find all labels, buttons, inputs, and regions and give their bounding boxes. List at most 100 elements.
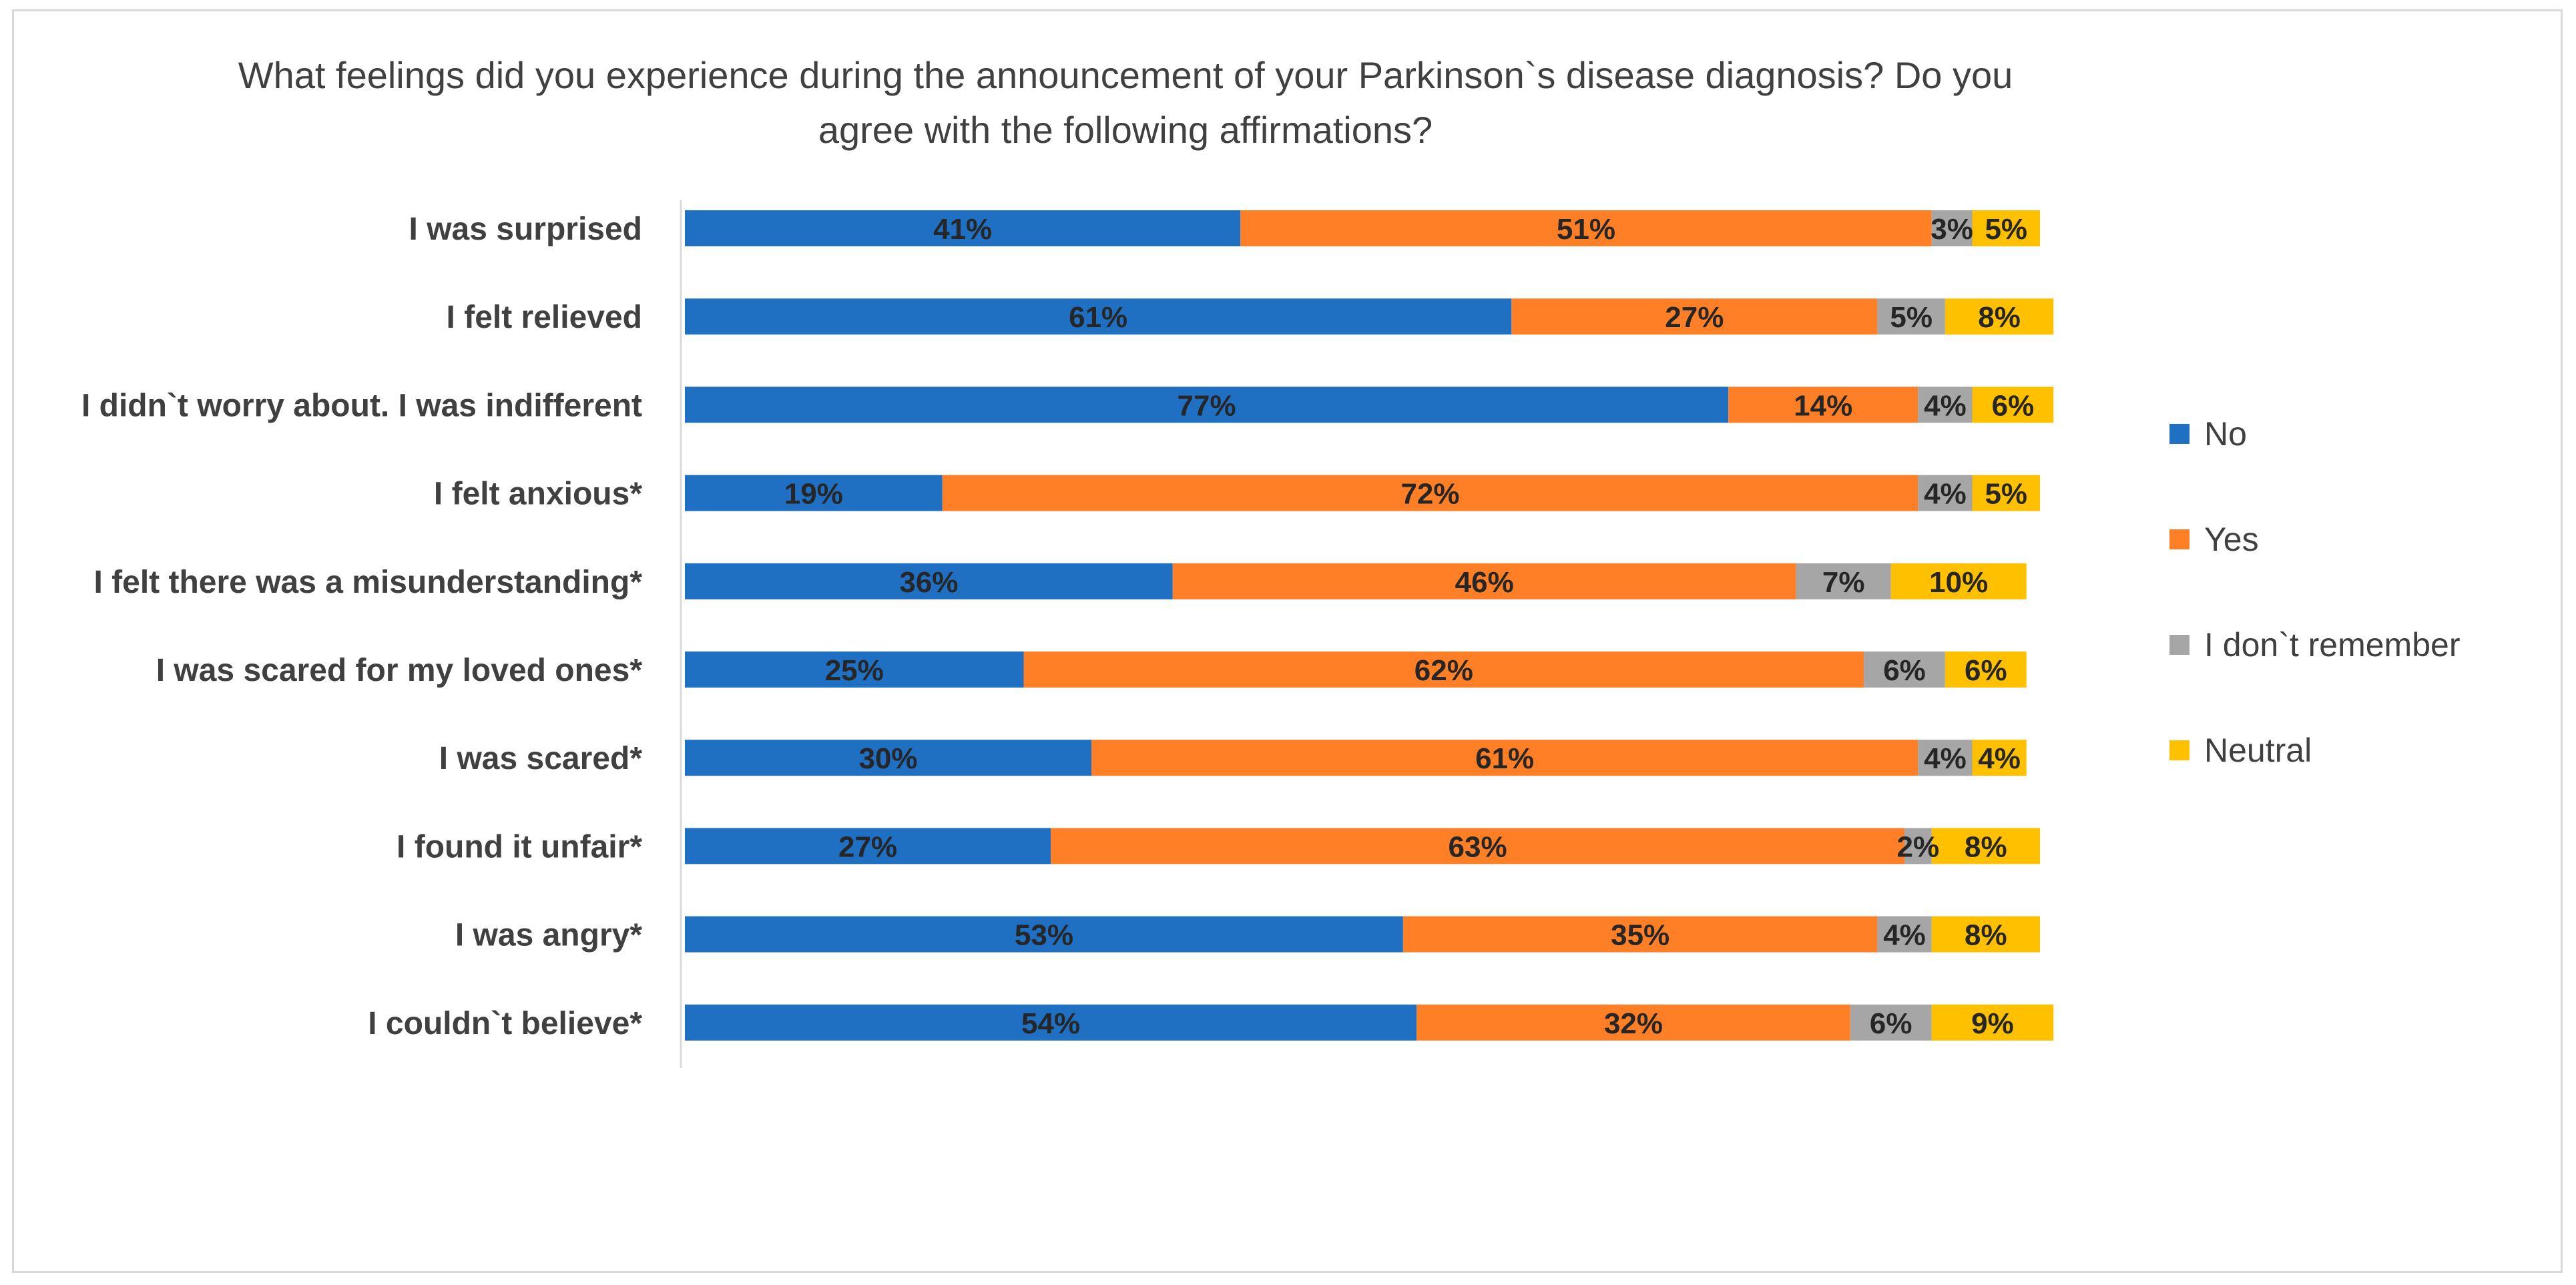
bar-yes-2 [1511,298,1878,335]
legend-label-yes: Yes [2204,521,2259,558]
bar-no-10 [685,1004,1417,1041]
bar-no-5 [685,563,1173,599]
legend-label-no: No [2204,415,2247,453]
category-label-8: I found it unfair* [397,829,642,864]
bar-no-8 [685,828,1051,864]
bar-neutral-9 [1931,916,2040,953]
bar-yes-1 [1240,210,1932,246]
value-label-yes-10: 32% [1604,1007,1663,1040]
value-label-neutral-3: 6% [1992,389,2035,422]
legend-item-yes: Yes [2169,519,2259,559]
bar-yes-5 [1172,563,1796,599]
bar-no-9 [685,916,1403,953]
value-labels: 41% 51% 3% 5% 61% 27% 5% 8% 77% 14% 4% 6% 19% 72% 4% 5%… [784,213,2034,1040]
category-label-3: I didn`t worry about. I was indifferent [81,388,642,423]
bar-neutral-1 [1972,210,2040,246]
bar-yes-3 [1728,387,1918,423]
bar-yes-4 [942,475,1918,511]
value-label-no-2: 61% [1069,301,1127,334]
bar-neutral-2 [1945,298,2054,335]
value-label-neutral-1: 5% [1985,213,2027,246]
category-label-2: I felt relieved [447,300,642,335]
value-label-i-don-t-remember-9: 4% [1883,919,1926,952]
value-label-no-6: 25% [825,654,884,687]
value-label-yes-4: 72% [1400,478,1459,511]
category-label-7: I was scared* [439,741,643,776]
value-label-i-don-t-remember-5: 7% [1822,566,1865,599]
value-label-yes-6: 62% [1414,654,1473,687]
bar-no-4 [685,475,943,511]
bar-neutral-6 [1945,652,2027,688]
legend-swatch-yes [2169,529,2189,549]
value-label-i-don-t-remember-6: 6% [1883,654,1926,687]
bar-i-don-t-remember-7 [1918,740,1973,776]
legend-label-i-don-t-remember: I don`t remember [2204,626,2461,664]
bar-i-don-t-remember-1 [1931,210,1973,246]
value-label-neutral-7: 4% [1978,742,2021,775]
value-label-no-8: 27% [838,830,897,863]
bar-i-don-t-remember-3 [1918,387,1973,423]
value-label-neutral-5: 10% [1929,566,1988,599]
value-label-no-5: 36% [899,566,958,599]
bar-i-don-t-remember-6 [1864,652,1945,688]
value-label-yes-8: 63% [1449,830,1507,863]
bar-neutral-10 [1931,1004,2054,1041]
value-label-yes-5: 46% [1455,566,1514,599]
category-label-6: I was scared for my loved ones* [156,653,643,688]
value-label-neutral-8: 8% [1965,830,2007,863]
category-label-1: I was surprised [409,212,642,247]
category-label-10: I couldn`t believe* [368,1006,642,1041]
value-label-i-don-t-remember-8: 2% [1897,830,1940,863]
value-label-neutral-2: 8% [1978,301,2021,334]
bar-no-3 [685,387,1729,423]
bar-neutral-4 [1972,475,2040,511]
bar-yes-7 [1091,740,1918,776]
value-label-no-9: 53% [1015,919,1073,952]
value-label-neutral-9: 8% [1965,919,2007,952]
bar-neutral-5 [1890,563,2027,599]
category-label-5: I felt there was a misunderstanding* [93,565,642,600]
value-label-neutral-10: 9% [1971,1007,2014,1040]
chart-title-line-1: What feelings did you experience during … [238,54,2013,96]
bar-segments [685,210,2054,1041]
bar-i-don-t-remember-9 [1877,916,1932,953]
value-label-yes-1: 51% [1557,213,1615,246]
value-label-neutral-6: 6% [1965,654,2007,687]
bar-no-6 [685,652,1024,688]
bar-yes-10 [1416,1004,1850,1041]
value-label-i-don-t-remember-2: 5% [1890,301,1933,334]
value-label-yes-3: 14% [1794,389,1852,422]
value-label-no-7: 30% [858,742,917,775]
value-label-yes-2: 27% [1665,301,1724,334]
bar-no-1 [685,210,1241,246]
bar-i-don-t-remember-2 [1877,298,1945,335]
value-label-i-don-t-remember-1: 3% [1930,213,1973,246]
legend-label-neutral: Neutral [2204,732,2312,769]
category-label-4: I felt anxious* [434,477,642,512]
value-label-neutral-4: 5% [1985,478,2027,511]
bar-no-2 [685,298,1512,335]
value-label-i-don-t-remember-7: 4% [1924,742,1967,775]
bar-i-don-t-remember-4 [1918,475,1973,511]
bar-neutral-7 [1972,740,2027,776]
value-label-no-1: 41% [933,213,992,246]
legend-swatch-no [2169,423,2189,444]
legend-item-neutral: Neutral [2169,730,2312,770]
chart-title: What feelings did you experience during … [0,48,2251,158]
chart-title-line-2: agree with the following affirmations? [818,109,1433,151]
value-label-no-4: 19% [784,478,843,511]
legend-swatch-i-don-t-remember [2169,634,2189,655]
value-label-i-don-t-remember-10: 6% [1870,1007,1912,1040]
bar-neutral-3 [1972,387,2054,423]
category-label-9: I was angry* [455,918,642,953]
bar-i-don-t-remember-5 [1796,563,1891,599]
value-label-yes-7: 61% [1475,742,1534,775]
legend-item-i-don-t-remember: I don`t remember [2169,625,2460,665]
bar-yes-9 [1402,916,1878,953]
bar-yes-6 [1023,652,1864,688]
value-label-i-don-t-remember-4: 4% [1924,478,1967,511]
bar-i-don-t-remember-10 [1850,1004,1932,1041]
value-label-no-10: 54% [1021,1007,1080,1040]
value-label-no-3: 77% [1178,389,1236,422]
